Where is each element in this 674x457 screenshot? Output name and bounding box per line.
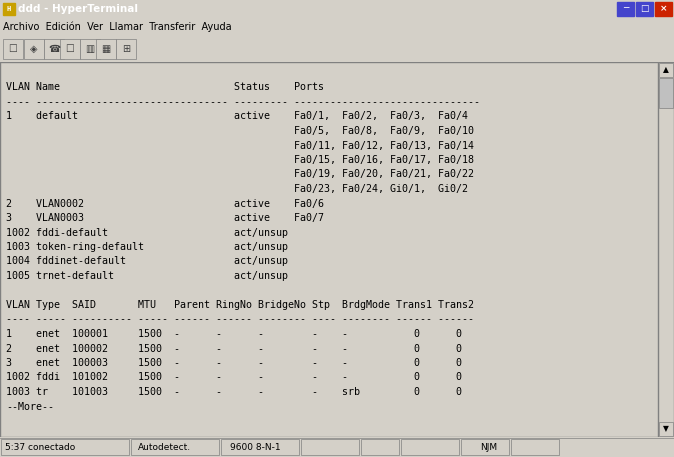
Text: Fa0/11, Fa0/12, Fa0/13, Fa0/14: Fa0/11, Fa0/12, Fa0/13, Fa0/14 [6, 140, 474, 150]
Text: ☎: ☎ [48, 44, 60, 54]
Bar [401, 439, 459, 455]
Text: 1    default                          active    Fa0/1,  Fa0/2,  Fa0/3,  Fa0/4: 1 default active Fa0/1, Fa0/2, Fa0/3, Fa… [6, 112, 468, 122]
Text: 9600 8-N-1: 9600 8-N-1 [230, 442, 280, 452]
Text: 1    enet  100001     1500  -      -      -        -    -           0      0: 1 enet 100001 1500 - - - - - 0 0 [6, 329, 462, 339]
Bar [659, 63, 673, 77]
Text: NJM: NJM [480, 442, 497, 452]
Bar [655, 2, 672, 16]
Bar [636, 2, 653, 16]
Text: H: H [7, 6, 11, 12]
Text: ▦: ▦ [101, 44, 111, 54]
Text: 1003 token-ring-default               act/unsup: 1003 token-ring-default act/unsup [6, 242, 288, 252]
Text: ⊞: ⊞ [122, 44, 130, 54]
Text: ---- -------------------------------- --------- -------------------------------: ---- -------------------------------- --… [6, 97, 480, 107]
Bar [461, 439, 509, 455]
Bar [80, 39, 100, 59]
Bar [301, 439, 359, 455]
Text: ▲: ▲ [663, 65, 669, 74]
Text: 1002 fddi-default                     act/unsup: 1002 fddi-default act/unsup [6, 228, 288, 238]
Bar [96, 39, 116, 59]
Bar [131, 439, 219, 455]
Text: Autodetect.: Autodetect. [138, 442, 191, 452]
Bar [116, 39, 136, 59]
Text: ◈: ◈ [30, 44, 38, 54]
Text: ☐: ☐ [9, 44, 18, 54]
Text: VLAN Type  SAID       MTU   Parent RingNo BridgeNo Stp  BrdgMode Trans1 Trans2: VLAN Type SAID MTU Parent RingNo BridgeN… [6, 300, 474, 310]
Text: 3    VLAN0003                         active    Fa0/7: 3 VLAN0003 active Fa0/7 [6, 213, 324, 223]
Text: 3    enet  100003     1500  -      -      -        -    -           0      0: 3 enet 100003 1500 - - - - - 0 0 [6, 358, 462, 368]
Text: ▥: ▥ [86, 44, 94, 54]
Bar [221, 439, 299, 455]
Text: 1002 fddi  101002     1500  -      -      -        -    -           0      0: 1002 fddi 101002 1500 - - - - - 0 0 [6, 372, 462, 383]
Bar [361, 439, 399, 455]
Bar [60, 39, 80, 59]
Text: 1003 tr    101003     1500  -      -      -        -    srb         0      0: 1003 tr 101003 1500 - - - - srb 0 0 [6, 387, 462, 397]
Text: 2    VLAN0002                         active    Fa0/6: 2 VLAN0002 active Fa0/6 [6, 198, 324, 208]
Text: ☐: ☐ [65, 44, 74, 54]
Text: 5:37 conectado: 5:37 conectado [5, 442, 75, 452]
Bar [617, 2, 634, 16]
Text: ×: × [660, 5, 667, 14]
Text: ddd - HyperTerminal: ddd - HyperTerminal [18, 4, 138, 14]
Bar [1, 439, 129, 455]
Bar [3, 3, 15, 15]
Text: ─: ─ [623, 5, 628, 14]
Text: Fa0/15, Fa0/16, Fa0/17, Fa0/18: Fa0/15, Fa0/16, Fa0/17, Fa0/18 [6, 155, 474, 165]
Text: --More--: --More-- [6, 402, 54, 411]
Text: 2    enet  100002     1500  -      -      -        -    -           0      0: 2 enet 100002 1500 - - - - - 0 0 [6, 344, 462, 354]
Bar [3, 39, 23, 59]
Text: Fa0/19, Fa0/20, Fa0/21, Fa0/22: Fa0/19, Fa0/20, Fa0/21, Fa0/22 [6, 170, 474, 180]
Text: □: □ [640, 5, 649, 14]
Text: 1005 trnet-default                    act/unsup: 1005 trnet-default act/unsup [6, 271, 288, 281]
Bar [24, 39, 44, 59]
Bar [659, 78, 673, 108]
Text: VLAN Name                             Status    Ports: VLAN Name Status Ports [6, 83, 324, 92]
Bar [659, 422, 673, 436]
Bar [44, 39, 64, 59]
Text: 1004 fddinet-default                  act/unsup: 1004 fddinet-default act/unsup [6, 256, 288, 266]
Text: Fa0/23, Fa0/24, Gi0/1,  Gi0/2: Fa0/23, Fa0/24, Gi0/1, Gi0/2 [6, 184, 468, 194]
Text: Archivo  Edición  Ver  Llamar  Transferir  Ayuda: Archivo Edición Ver Llamar Transferir Ay… [3, 22, 232, 32]
Bar [511, 439, 559, 455]
Text: ▼: ▼ [663, 425, 669, 434]
Text: ---- ----- ---------- ----- ------ ------ -------- ---- -------- ------ ------: ---- ----- ---------- ----- ------ -----… [6, 314, 474, 324]
Text: Fa0/5,  Fa0/8,  Fa0/9,  Fa0/10: Fa0/5, Fa0/8, Fa0/9, Fa0/10 [6, 126, 474, 136]
